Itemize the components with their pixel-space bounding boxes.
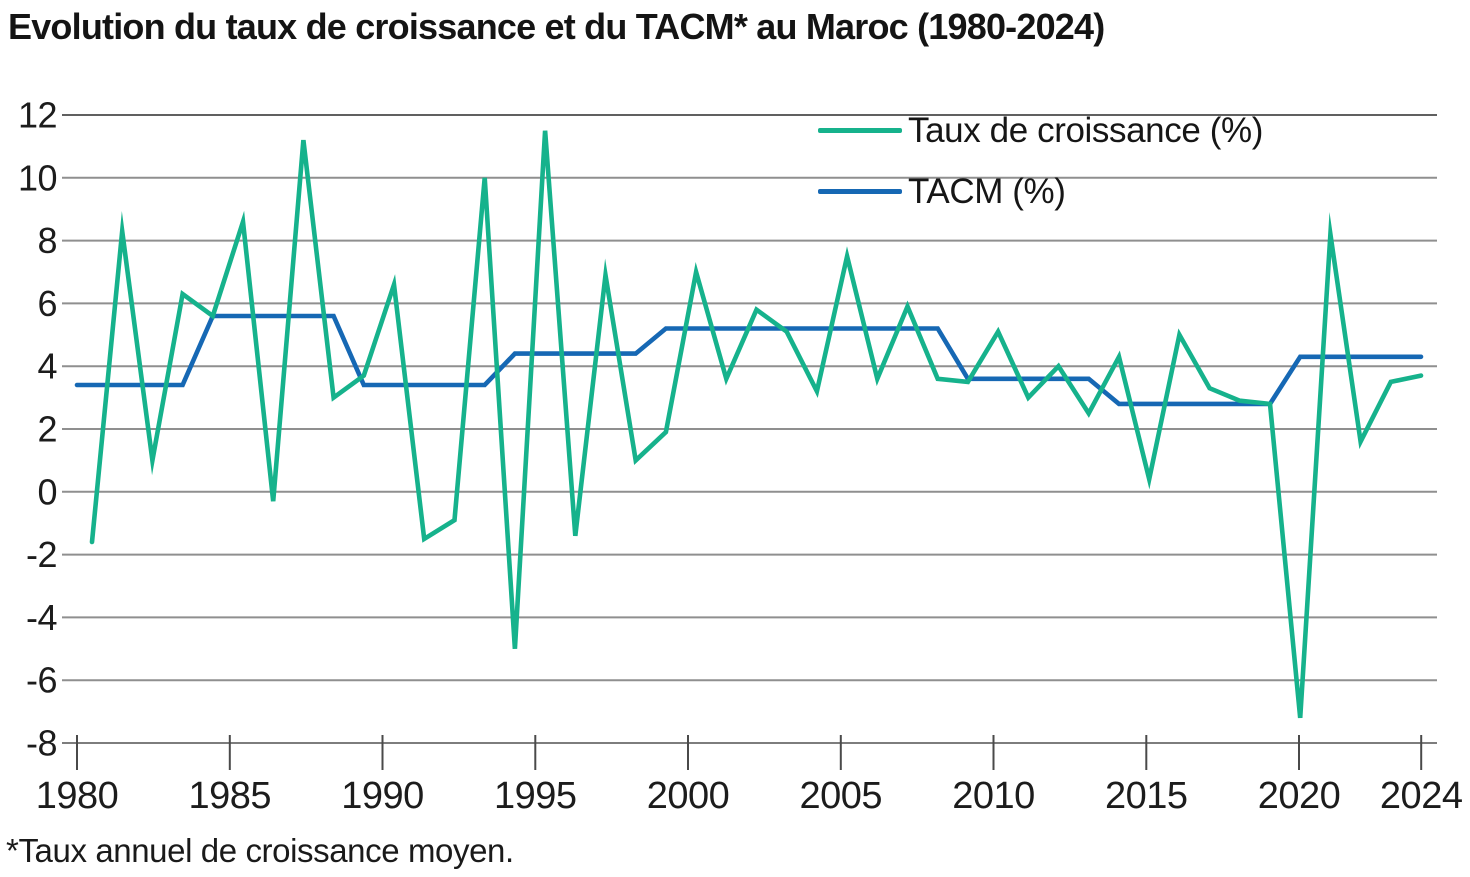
page-title: Evolution du taux de croissance et du TA… xyxy=(8,6,1105,47)
y-tick-label-8: 8 xyxy=(37,220,57,261)
legend-label-tacm: TACM (%) xyxy=(908,171,1066,211)
y-tick-label-12: 12 xyxy=(18,95,57,136)
x-tick-label-2000: 2000 xyxy=(647,775,730,817)
x-tick-label-1980: 1980 xyxy=(36,775,119,817)
x-tick-label-2005: 2005 xyxy=(800,775,883,817)
x-tick-label-2024: 2024 xyxy=(1380,775,1463,817)
legend-label-growth: Taux de croissance (%) xyxy=(908,110,1263,150)
x-tick-label-1990: 1990 xyxy=(341,775,424,817)
x-tick-label-1995: 1995 xyxy=(494,775,577,817)
legend-item-growth: Taux de croissance (%) xyxy=(818,100,1263,161)
x-tick-label-2010: 2010 xyxy=(952,775,1035,817)
y-tick-label-2: 2 xyxy=(37,409,57,450)
y-tick-label-4: 4 xyxy=(37,346,57,387)
legend-swatch-tacm-line xyxy=(818,189,902,194)
y-tick-label--4: -4 xyxy=(26,597,57,638)
legend-item-tacm: TACM (%) xyxy=(818,161,1263,222)
x-tick-label-2015: 2015 xyxy=(1105,775,1188,817)
series-growth-line xyxy=(89,130,1424,719)
x-tick-label-1985: 1985 xyxy=(189,775,272,817)
y-tick-label--2: -2 xyxy=(26,534,57,575)
y-tick-label--6: -6 xyxy=(26,660,57,701)
y-tick-label--8: -8 xyxy=(26,723,57,764)
y-tick-label-6: 6 xyxy=(37,283,57,324)
x-tick-label-2020: 2020 xyxy=(1258,775,1341,817)
y-tick-label-10: 10 xyxy=(18,157,57,198)
y-tick-label-0: 0 xyxy=(37,471,57,512)
chart-footnote: *Taux annuel de croissance moyen. xyxy=(6,832,514,869)
legend-swatch-growth-line xyxy=(818,128,902,133)
chart-legend: Taux de croissance (%) TACM (%) xyxy=(818,100,1263,222)
